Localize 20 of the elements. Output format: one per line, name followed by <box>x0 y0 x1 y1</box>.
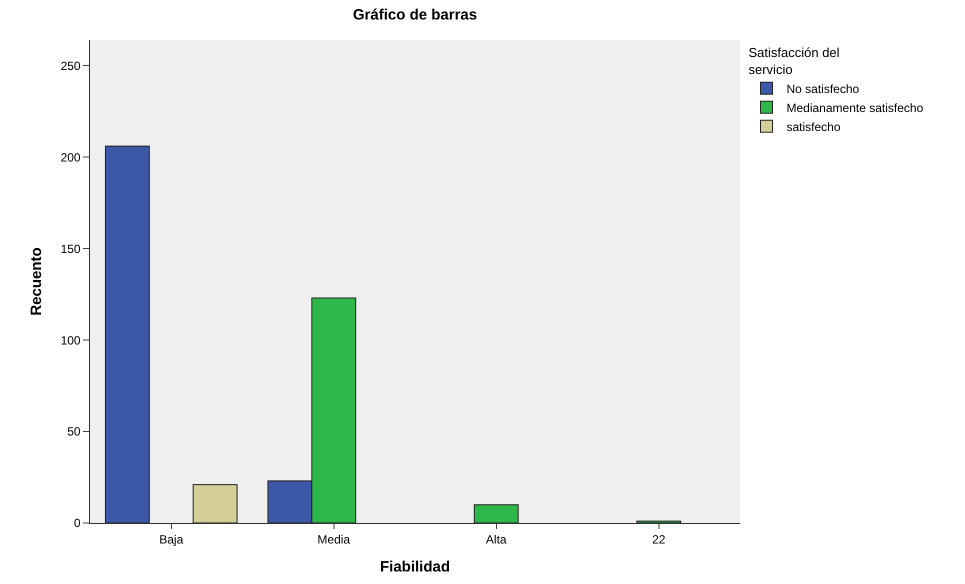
legend-label: No satisfecho <box>786 82 860 96</box>
bar <box>104 146 150 523</box>
legend-label: satisfecho <box>786 120 841 134</box>
x-tick-label: Baja <box>159 532 184 546</box>
y-tick-label: 100 <box>60 333 81 348</box>
bar <box>474 504 519 523</box>
y-axis-title: Recuento <box>28 247 45 316</box>
bar <box>192 484 238 523</box>
x-tick-label: 22 <box>652 532 666 546</box>
y-tick-label: 200 <box>60 150 81 164</box>
legend-label: Medianamente satisfecho <box>786 100 924 115</box>
y-tick-label: 150 <box>60 242 81 256</box>
legend-title: Satisfacción del servicio <box>748 44 840 77</box>
y-tick-label: 50 <box>67 424 81 439</box>
y-tick-label: 0 <box>74 516 81 530</box>
x-tick-label: Media <box>317 532 350 546</box>
y-tick-label: 250 <box>60 58 81 73</box>
x-axis-title: Fiabilidad <box>380 558 450 576</box>
chart-title: Gráfico de barras <box>352 6 478 24</box>
x-tick-label: Alta <box>486 532 507 546</box>
